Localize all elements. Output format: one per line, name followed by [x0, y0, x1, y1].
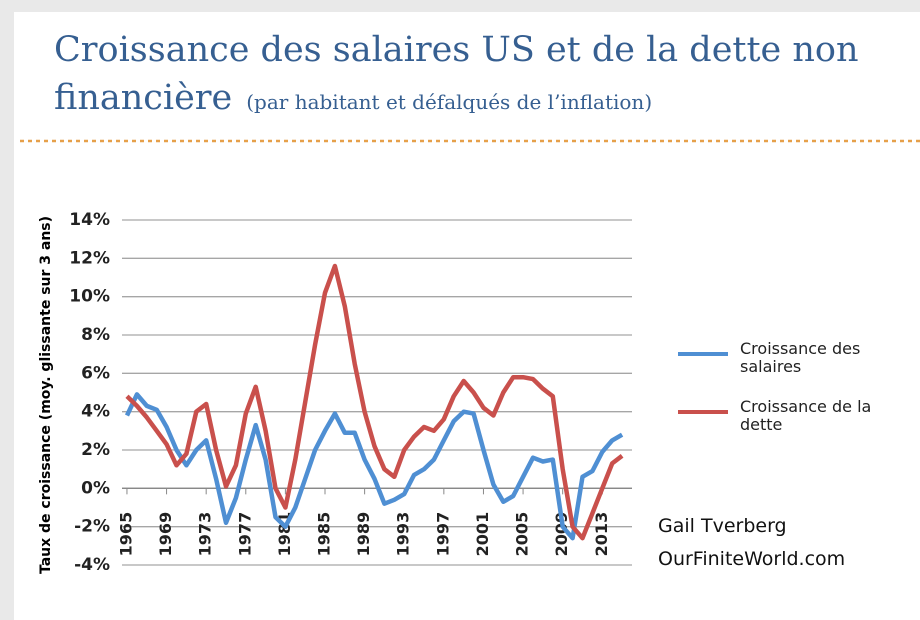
annotation: Gail Tverberg: [658, 515, 787, 537]
x-tick-label: 1989: [354, 512, 373, 557]
chart-title: financière: [54, 78, 233, 118]
x-tick-label: 1977: [235, 512, 254, 557]
legend-label: Croissance de la dette: [740, 397, 872, 434]
y-tick-label: -2%: [74, 517, 110, 537]
series-line: [124, 392, 624, 541]
chart-subtitle: (par habitant et défalqués de l’inflatio…: [246, 90, 653, 114]
y-tick-label: -4%: [74, 555, 110, 575]
y-tick-label: 4%: [81, 402, 110, 422]
y-axis-label: Taux de croissance (moy. glissante sur 3…: [38, 216, 54, 574]
legend-entry: Croissance des salaires: [670, 340, 910, 376]
x-tick-label: 2005: [513, 512, 532, 557]
series-line: [125, 263, 624, 541]
y-tick-label: 0%: [81, 478, 110, 498]
y-tick-label: 10%: [69, 287, 110, 307]
x-tick-label: 1985: [315, 512, 334, 557]
x-tick-label: 1969: [156, 512, 175, 557]
x-tick-label: 2013: [592, 512, 611, 557]
y-tick-label: 12%: [69, 248, 110, 268]
legend-entry: Croissance de la dette: [670, 398, 910, 434]
y-tick-label: 8%: [81, 325, 110, 345]
x-tick-label: 1973: [196, 512, 215, 557]
chart-title: Croissance des salaires US et de la dett…: [54, 30, 859, 70]
x-tick-label: 1965: [116, 512, 135, 557]
y-tick-label: 14%: [69, 210, 110, 230]
x-tick-label: 1997: [433, 512, 452, 557]
x-tick-label: 2001: [473, 512, 492, 557]
chart-title-line2: financière (par habitant et défalqués de …: [54, 78, 652, 118]
legend-swatch: [678, 352, 728, 356]
legend-swatch: [678, 410, 728, 414]
y-tick-label: 2%: [81, 440, 110, 460]
panel: [14, 12, 920, 620]
x-tick-label: 2009: [552, 512, 571, 557]
x-tick-label: 1993: [394, 512, 413, 557]
y-tick-label: 6%: [81, 363, 110, 383]
annotation: OurFiniteWorld.com: [658, 548, 846, 570]
legend-label: Croissance des salaires: [740, 339, 861, 376]
